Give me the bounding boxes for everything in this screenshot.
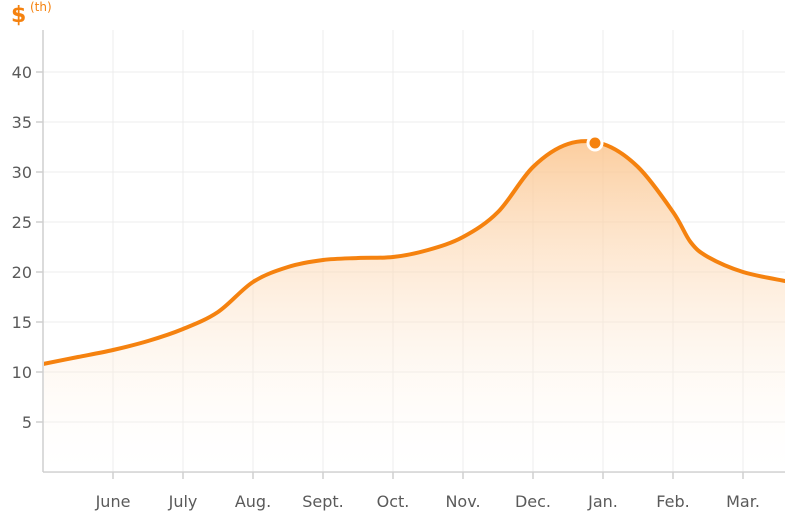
x-tick-label: June — [95, 492, 131, 511]
x-tick-label: Sept. — [302, 492, 344, 511]
y-tick-label: 15 — [12, 313, 32, 332]
y-tick-label: 35 — [12, 113, 32, 132]
series-area — [44, 141, 785, 472]
x-tick-label: July — [168, 492, 198, 511]
x-tick-label: Dec. — [515, 492, 551, 511]
x-tick-label: Nov. — [445, 492, 480, 511]
y-unit-label: $ (th) — [11, 0, 52, 28]
y-tick-label: 25 — [12, 213, 32, 232]
unit-symbol: $ — [11, 3, 26, 28]
y-tick-label: 30 — [12, 163, 32, 182]
x-tick-label: Aug. — [235, 492, 271, 511]
y-tick-label: 5 — [22, 413, 32, 432]
x-tick-label: Jan. — [587, 492, 618, 511]
x-tick-label: Oct. — [377, 492, 410, 511]
y-tick-label: 20 — [12, 263, 32, 282]
x-tick-label: Feb. — [656, 492, 689, 511]
highlight-point[interactable] — [589, 137, 601, 149]
series-line — [44, 139, 785, 366]
y-tick-label: 40 — [12, 63, 32, 82]
y-tick-label: 10 — [12, 363, 32, 382]
tick-labels: 5 10 15 20 25 30 35 40 June July Aug. Sept. Oct. Nov.… — [12, 63, 760, 511]
x-tick-label: Mar. — [726, 492, 760, 511]
unit-suffix: (th) — [30, 0, 52, 14]
series — [44, 134, 785, 472]
